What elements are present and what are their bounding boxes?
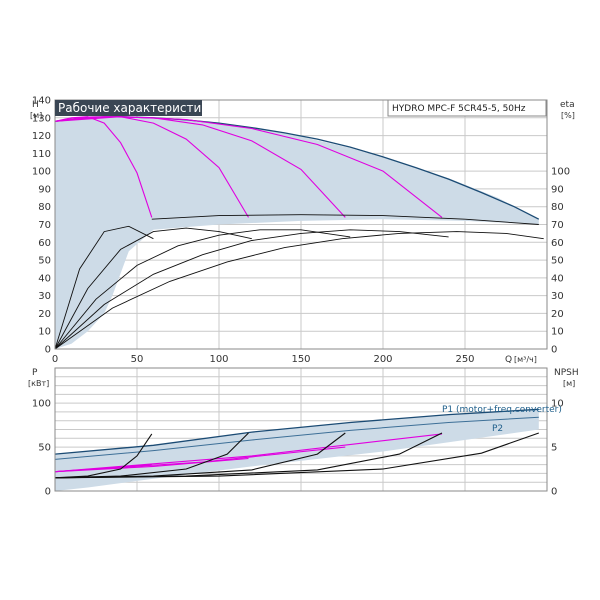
y-tick-label: 10 (38, 327, 51, 338)
power-speed-curve-4 (54, 446, 346, 473)
min-head-curve-5 (151, 214, 539, 225)
y-tick-label: 90 (38, 184, 51, 195)
y-tick-label: 110 (32, 149, 51, 160)
efficiency-curve-7 (54, 227, 252, 350)
y-axis-label: H (32, 100, 39, 110)
y2-tick-label: 20 (551, 309, 564, 320)
efficiency-curve-8 (54, 229, 351, 350)
y2-axis-label: eta (560, 100, 575, 110)
chart-title: Рабочие характеристики (58, 101, 216, 115)
head-efficiency-panel: 0 10 20 30 40 50 60 70 80 90 100 110 120 130 140 0 10 20 3… (30, 96, 575, 366)
y-tick-label: 50 (38, 256, 51, 267)
power-tick-label: 0 (45, 487, 51, 498)
power-tick-label: 100 (32, 399, 51, 410)
npsh-curve-10 (54, 432, 539, 479)
npsh-axis-unit: [м] (563, 379, 575, 388)
y-tick-label: 70 (38, 220, 51, 231)
y-tick-label: 60 (38, 238, 51, 249)
efficiency-curve-9 (54, 229, 449, 350)
npsh-axis-label: NPSH (554, 368, 579, 378)
x-tick-label: 0 (52, 354, 58, 365)
npsh-curve-6 (54, 433, 153, 479)
y2-tick-label: 40 (551, 273, 564, 284)
efficiency-curve-6 (54, 225, 154, 350)
y-tick-label: 140 (32, 96, 51, 107)
y-tick-label: 80 (38, 202, 51, 213)
speed-head-curve-4 (54, 116, 443, 218)
y-tick-label: 120 (32, 131, 51, 142)
power-axis-unit: [кВт] (28, 379, 49, 388)
y2-tick-label: 30 (551, 291, 564, 302)
x-tick-label: 150 (291, 354, 310, 365)
y2-tick-label: 100 (551, 167, 570, 178)
y2-tick-label: 60 (551, 238, 564, 249)
y-tick-label: 130 (32, 113, 51, 124)
legend-p1: P1 (motor+freq.converter) (442, 405, 562, 415)
y-tick-label: 0 (45, 345, 51, 356)
model-background (387, 99, 547, 117)
power-panel-frame (54, 367, 548, 492)
y2-axis-unit: [%] (561, 111, 575, 120)
power-npsh-panel: 0 50 100 0 5 10 P [кВт] NPSH [м] P1 (motor+fr… (28, 367, 579, 498)
title-background (55, 100, 202, 116)
y-tick-label: 20 (38, 309, 51, 320)
y2-tick-label: 0 (551, 345, 557, 356)
power-tick-label: 50 (38, 443, 51, 454)
head-panel-frame (54, 99, 548, 350)
p2-curve-1 (54, 416, 539, 460)
speed-head-curve-1 (54, 116, 153, 218)
legend-p2: P2 (492, 424, 503, 434)
x-tick-label: 200 (373, 354, 392, 365)
power-speed-curve-5 (54, 433, 443, 473)
x-tick-label: 100 (209, 354, 228, 365)
x-axis-label: Q (505, 355, 512, 365)
p1-curve-0 (54, 408, 539, 455)
npsh-tick-label: 0 (551, 487, 557, 498)
power-axis-label: P (32, 368, 38, 378)
operating-envelope (55, 116, 539, 349)
title-box: Рабочие характеристики (55, 100, 216, 116)
y2-tick-label: 10 (551, 327, 564, 338)
y-tick-label: 30 (38, 291, 51, 302)
model-box: HYDRO MPC-F 5CR45-5, 50Hz (387, 99, 547, 117)
y2-tick-label: 70 (551, 220, 564, 231)
x-tick-label: 50 (131, 354, 144, 365)
y2-tick-label: 90 (551, 184, 564, 195)
efficiency-curve-10 (54, 231, 544, 350)
y-tick-label: 100 (32, 167, 51, 178)
y2-tick-label: 50 (551, 256, 564, 267)
x-axis-unit: [м³/ч] (514, 355, 537, 364)
npsh-tick-label: 5 (551, 443, 557, 454)
y2-tick-label: 80 (551, 202, 564, 213)
speed-head-curve-2 (54, 116, 249, 218)
npsh-tick-label: 10 (551, 399, 564, 410)
y-tick-label: 40 (38, 273, 51, 284)
x-tick-label: 250 (455, 354, 474, 365)
y-axis-unit: [м] (30, 111, 42, 120)
speed-head-curve-3 (54, 116, 346, 218)
model-label: HYDRO MPC-F 5CR45-5, 50Hz (392, 104, 526, 114)
